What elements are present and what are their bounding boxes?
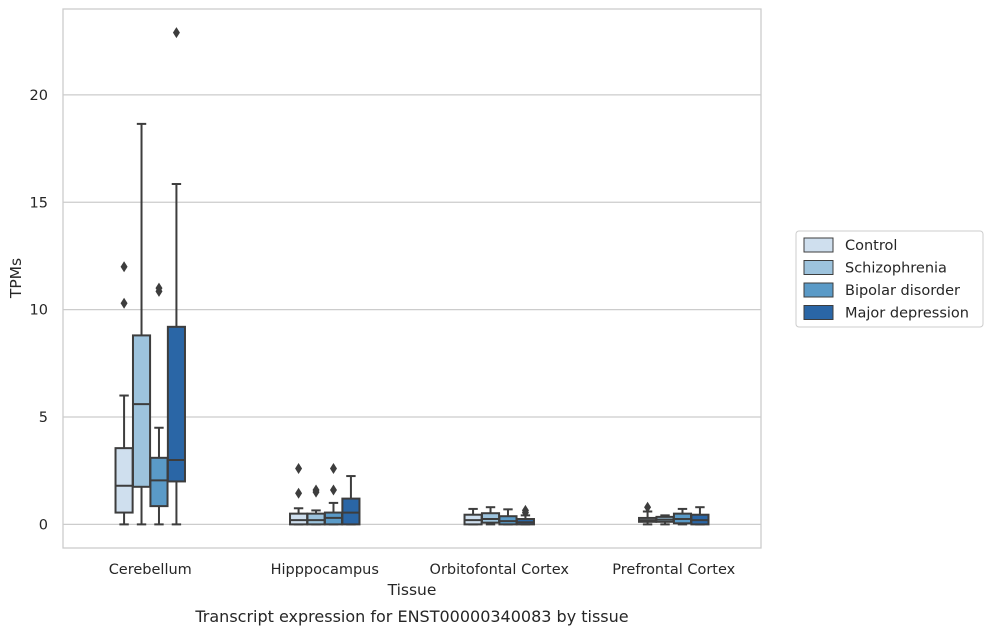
outlier-point — [172, 27, 180, 39]
legend: Control Schizophrenia Bipolar disorder Majo… — [795, 230, 984, 328]
box — [114, 261, 134, 526]
outlier-point — [521, 504, 529, 516]
box — [655, 514, 675, 526]
legend-label: Control — [845, 238, 897, 254]
outlier-point — [312, 484, 320, 496]
series-major-depression — [166, 27, 710, 526]
series-bipolar-disorder — [149, 282, 693, 526]
box-body — [306, 512, 326, 526]
box — [690, 506, 710, 526]
legend-frame — [795, 230, 984, 328]
legend-label: Major depression — [845, 306, 969, 322]
legend-swatch — [803, 282, 834, 298]
box-body — [480, 512, 501, 524]
box-body — [114, 447, 134, 514]
series-schizophrenia — [131, 122, 675, 526]
outlier-point — [329, 463, 337, 475]
box — [498, 508, 518, 526]
box-body — [149, 456, 169, 508]
box-body — [341, 497, 361, 526]
x-axis-label: Tissue — [387, 581, 437, 599]
x-tick-label: Hipppocampus — [271, 562, 379, 578]
x-tick-label: Cerebellum — [109, 562, 192, 578]
outlier-point — [120, 297, 128, 309]
box-body — [166, 325, 186, 483]
y-tick-label: 10 — [30, 303, 48, 319]
box — [341, 475, 361, 526]
outlier-point — [295, 487, 303, 499]
y-tick-label: 20 — [30, 88, 48, 104]
y-tick-label: 15 — [30, 195, 48, 211]
y-tick-label: 0 — [39, 517, 48, 533]
box — [131, 122, 152, 526]
legend-swatch — [803, 260, 834, 275]
box-series — [114, 27, 710, 526]
x-tick-label: Prefrontal Cortex — [612, 562, 735, 578]
outlier-point — [644, 501, 652, 513]
y-tick-label: 5 — [39, 410, 48, 426]
y-axis-label: TPMs — [7, 258, 25, 299]
y-tick-labels: 0 5 10 15 20 — [30, 88, 48, 533]
box — [515, 504, 535, 526]
x-tick-labels: Cerebellum Hipppocampus Orbitofontal Corte… — [109, 562, 736, 578]
box-body — [289, 512, 309, 526]
chart-caption: Transcript expression for ENST0000034008… — [194, 607, 628, 626]
legend-swatch — [803, 237, 834, 253]
box — [166, 27, 186, 526]
outlier-point — [329, 484, 337, 496]
plot-frame — [62, 8, 762, 549]
legend-label: Schizophrenia — [845, 261, 947, 277]
box-body — [131, 334, 152, 488]
outlier-point — [120, 261, 128, 273]
box — [306, 484, 326, 526]
x-tick-label: Orbitofontal Cortex — [430, 562, 570, 578]
outlier-point — [295, 463, 303, 475]
legend-label: Bipolar disorder — [845, 283, 960, 299]
legend-swatch — [803, 305, 834, 320]
outlier-point — [155, 282, 163, 294]
